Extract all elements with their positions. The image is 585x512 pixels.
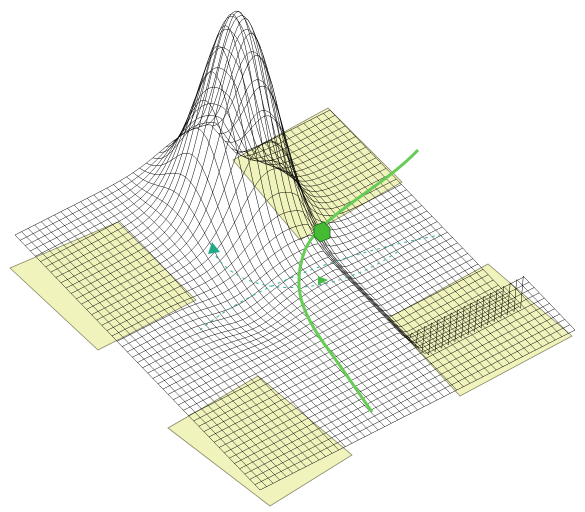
agent-cube bbox=[313, 221, 331, 243]
mesh-line bbox=[234, 303, 550, 464]
mesh-line bbox=[290, 129, 536, 351]
arrow-marker bbox=[318, 276, 328, 285]
mesh-line bbox=[244, 313, 560, 475]
mesh-line bbox=[224, 292, 540, 454]
trajectories bbox=[199, 148, 441, 413]
mesh-line bbox=[303, 123, 549, 344]
pad-right bbox=[387, 263, 573, 397]
dotted-path bbox=[211, 249, 401, 288]
mesh-line bbox=[316, 116, 563, 337]
mesh-line bbox=[229, 297, 545, 459]
surface-mesh bbox=[14, 10, 576, 491]
green-trajectory bbox=[297, 148, 420, 413]
mesh-line bbox=[310, 119, 556, 341]
mesh-line bbox=[219, 287, 535, 448]
mesh-line bbox=[249, 319, 565, 480]
mesh-line bbox=[323, 113, 569, 334]
arrow-marker bbox=[208, 242, 220, 254]
pad-bottom bbox=[167, 375, 353, 507]
mesh-line bbox=[283, 133, 530, 354]
mesh-line bbox=[329, 109, 576, 331]
mesh-line bbox=[259, 329, 576, 491]
mesh-line bbox=[239, 308, 555, 470]
mesh-line bbox=[297, 126, 543, 347]
dotted-path bbox=[199, 234, 441, 331]
mesh-line bbox=[254, 324, 571, 485]
